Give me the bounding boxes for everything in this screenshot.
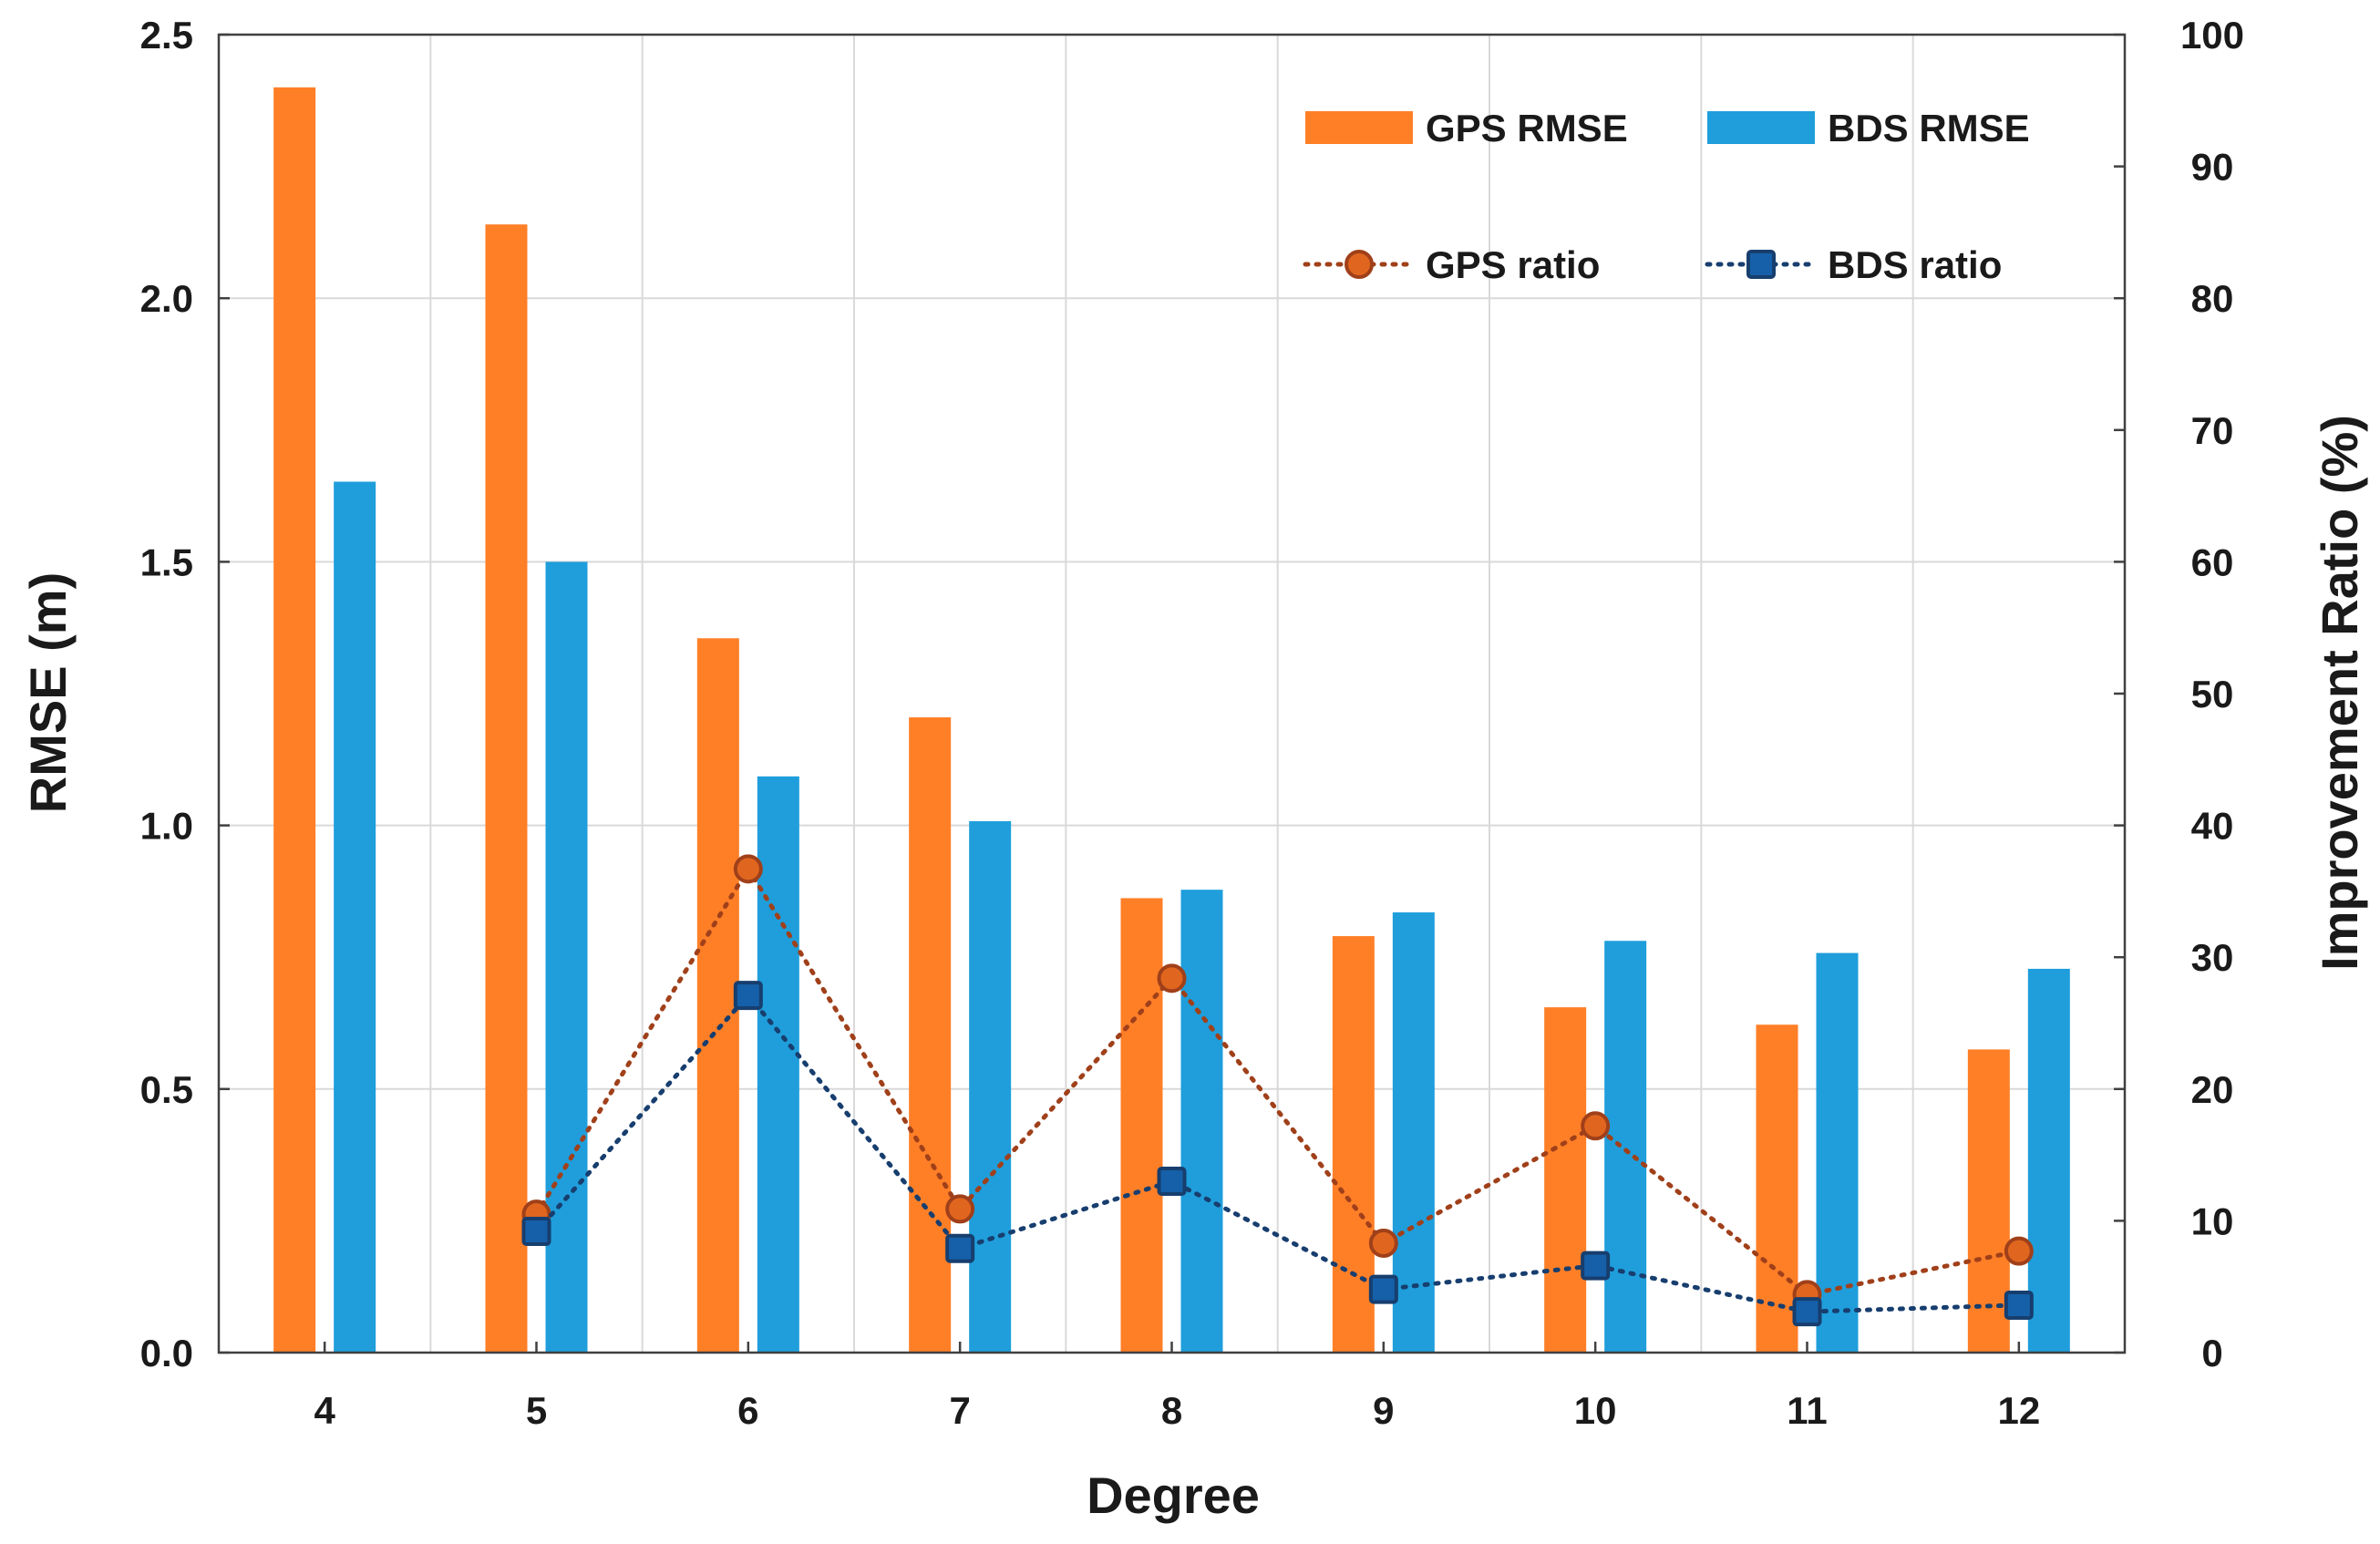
bars-layer [273, 87, 2070, 1354]
bds-ratio-point [733, 981, 763, 1011]
x-tick-label: 11 [1787, 1389, 1827, 1432]
gps-ratio-point [2004, 1236, 2034, 1266]
y2-tick-label: 70 [2191, 409, 2234, 452]
gps-rmse-bar [1967, 1049, 2010, 1353]
gps-rmse-bar [1332, 936, 1375, 1353]
gps-rmse-bar [273, 87, 316, 1354]
gps-ratio-point [1368, 1228, 1398, 1258]
x-tick-label: 5 [526, 1389, 547, 1432]
gps-rmse-bar [1120, 898, 1163, 1353]
bds-rmse-bar [969, 820, 1012, 1353]
y-axis-title: RMSE (m) [19, 572, 77, 813]
x-tick-label: 6 [737, 1389, 758, 1432]
y2-tick-label: 40 [2191, 805, 2234, 848]
bds-rmse-bar [757, 776, 799, 1353]
bds-ratio-point [1792, 1297, 1822, 1327]
y2-tick-label: 60 [2191, 540, 2234, 583]
y2-tick-label: 30 [2191, 936, 2234, 979]
gps-ratio-point [733, 854, 763, 884]
y2-tick-label: 90 [2191, 146, 2234, 189]
y2-tick-label: 20 [2191, 1068, 2234, 1111]
axes-layer: 0.0 0.5 1.0 1.5 2.0 2.5 0 10 20 30 40 50 60 70 80 90 100… [140, 14, 2244, 1432]
bds-ratio-legend-label: BDS ratio [1828, 243, 2002, 286]
bds-rmse-bar [334, 481, 376, 1353]
y-tick-label: 1.0 [140, 805, 193, 848]
x-tick-label: 7 [949, 1389, 970, 1432]
x-tick-label: 4 [314, 1389, 335, 1432]
x-tick-label: 8 [1161, 1389, 1182, 1432]
y-tick-label: 2.0 [140, 277, 193, 320]
gps-rmse-bar [696, 638, 739, 1353]
bds-rmse-legend-label: BDS RMSE [1828, 107, 2030, 149]
bds-rmse-bar [1604, 941, 1647, 1353]
gps-ratio-point [1581, 1111, 1611, 1141]
gps-rmse-bar [1756, 1024, 1798, 1353]
gps-ratio-legend-marker [1345, 250, 1374, 279]
x-tick-label: 9 [1373, 1389, 1394, 1432]
bds-ratio-line [534, 992, 2022, 1314]
bds-rmse-bar [2027, 968, 2070, 1353]
y2-tick-label: 10 [2191, 1199, 2234, 1242]
y-tick-label: 0.5 [140, 1068, 193, 1111]
y-tick-label: 0.0 [140, 1332, 193, 1374]
bds-ratio-legend-marker [1746, 250, 1776, 279]
bds-rmse-bar [1180, 890, 1223, 1353]
y2-tick-label: 80 [2191, 277, 2234, 320]
gps-ratio-point [1157, 963, 1187, 993]
bds-ratio-point [1157, 1167, 1187, 1197]
bds-ratio-point [1581, 1251, 1611, 1281]
y2-tick-label: 0 [2201, 1332, 2222, 1374]
gps-rmse-legend-swatch [1305, 111, 1413, 144]
bds-ratio-point [1368, 1274, 1398, 1304]
bds-rmse-bar [545, 561, 588, 1353]
y2-tick-label: 50 [2191, 673, 2234, 715]
gps-ratio-point [945, 1194, 975, 1224]
gps-rmse-bar [1544, 1007, 1587, 1353]
gps-ratio-legend-label: GPS ratio [1426, 243, 1600, 286]
gps-rmse-bar [485, 224, 528, 1353]
gps-rmse-bar [909, 717, 952, 1353]
bds-rmse-bar [1392, 912, 1435, 1353]
x-tick-label: 10 [1574, 1389, 1617, 1432]
bds-rmse-bar [1816, 952, 1859, 1353]
bds-ratio-point [945, 1233, 975, 1263]
bds-rmse-legend-swatch [1707, 111, 1815, 144]
y-tick-label: 2.5 [140, 14, 193, 57]
y-tick-label: 1.5 [140, 540, 193, 583]
gps-ratio-line [534, 864, 2022, 1298]
bds-ratio-point [521, 1216, 551, 1246]
legend-layer: GPS RMSE BDS RMSE GPS ratio BDS ratio [1303, 107, 2030, 286]
gps-rmse-legend-label: GPS RMSE [1426, 107, 1628, 149]
y2-tick-label: 100 [2180, 14, 2244, 57]
bds-ratio-point [2004, 1290, 2034, 1320]
y2-axis-title: Improvement Ratio (%) [2311, 415, 2368, 971]
x-axis-title: Degree [1087, 1467, 1260, 1524]
x-tick-label: 12 [1997, 1389, 2040, 1432]
lines-layer [521, 854, 2034, 1327]
